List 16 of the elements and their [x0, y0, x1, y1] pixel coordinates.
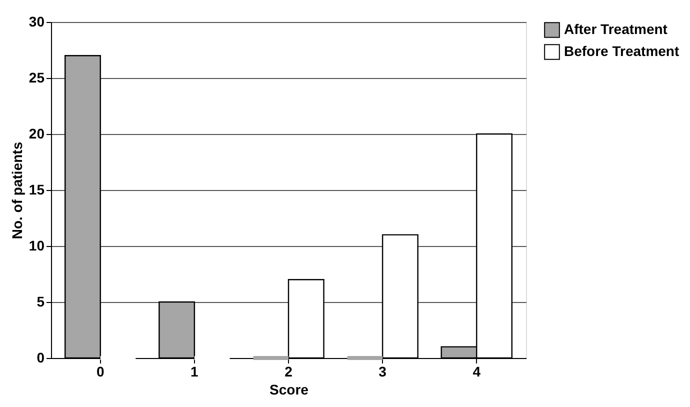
x-axis-title: Score [270, 382, 309, 398]
x-tick-label: 3 [378, 364, 387, 380]
y-tick-label: 20 [28, 126, 45, 142]
legend-label: After Treatment [564, 21, 668, 37]
x-tick-label: 0 [96, 364, 104, 380]
y-tick-label: 10 [28, 238, 45, 254]
x-tick-label: 1 [190, 364, 199, 380]
x-tick-label: 4 [472, 364, 481, 380]
y-tick-label: 15 [28, 182, 45, 198]
y-tick-label: 0 [36, 350, 45, 366]
y-axis-title: No. of patients [8, 142, 25, 240]
legend-label: Before Treatment [564, 43, 680, 59]
x-tick-label: 2 [284, 364, 293, 380]
y-tick-label: 25 [28, 70, 45, 86]
y-tick-label: 5 [36, 294, 45, 310]
y-tick-label: 30 [28, 14, 45, 30]
